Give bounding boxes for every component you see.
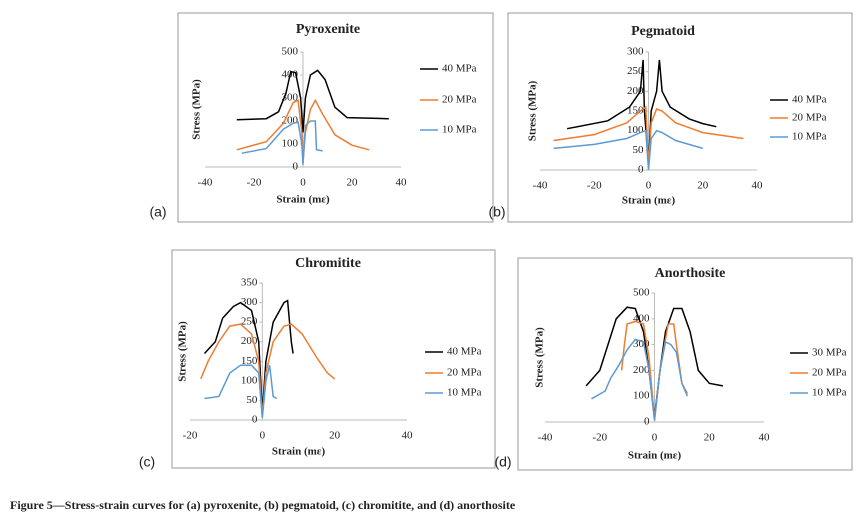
x-tick-label: -20 bbox=[247, 177, 262, 189]
y-axis-label: Stress (MPa) bbox=[191, 79, 203, 140]
panel-label: (c) bbox=[139, 454, 155, 470]
y-tick-label: 500 bbox=[282, 46, 299, 58]
x-tick-label: 40 bbox=[396, 177, 408, 189]
y-axis-label: Stress (MPa) bbox=[177, 321, 189, 382]
x-axis-label: Strain (mε) bbox=[628, 450, 682, 462]
panel-border bbox=[177, 12, 494, 223]
panel-border bbox=[171, 249, 496, 469]
chart-title: Chromitite bbox=[295, 256, 361, 271]
legend-label: 40 MPa bbox=[447, 346, 482, 358]
series-line bbox=[236, 69, 389, 133]
panel-border bbox=[507, 12, 853, 223]
y-axis-label: Stress (MPa) bbox=[534, 327, 546, 388]
y-axis-label: Stress (MPa) bbox=[527, 80, 539, 141]
x-tick-label: -20 bbox=[587, 180, 602, 192]
y-tick-label: 150 bbox=[627, 105, 644, 117]
y-tick-label: 300 bbox=[241, 296, 258, 308]
series-line bbox=[553, 105, 744, 167]
x-tick-label: 40 bbox=[402, 430, 414, 442]
x-tick-label: 0 bbox=[300, 177, 306, 189]
chart-title: Anorthosite bbox=[655, 266, 726, 281]
x-tick-label: 20 bbox=[329, 430, 341, 442]
legend-label: 10 MPa bbox=[812, 387, 847, 399]
series-line bbox=[553, 129, 704, 171]
series-line bbox=[241, 120, 323, 165]
series-line bbox=[566, 59, 717, 163]
panel-label: (d) bbox=[494, 454, 511, 470]
caption: Figure 5—Stress-strain curves for (a) py… bbox=[10, 498, 516, 512]
legend-label: 10 MPa bbox=[792, 131, 827, 143]
x-tick-label: -40 bbox=[533, 180, 548, 192]
panel-label: (b) bbox=[488, 204, 505, 220]
y-tick-label: 200 bbox=[627, 85, 644, 97]
y-tick-label: 400 bbox=[633, 312, 650, 324]
x-axis-label: Strain (mε) bbox=[276, 194, 330, 206]
y-tick-label: 150 bbox=[241, 355, 258, 367]
y-tick-label: 100 bbox=[241, 374, 258, 386]
x-tick-label: 20 bbox=[697, 180, 709, 192]
panel-label: (a) bbox=[149, 204, 166, 220]
y-tick-label: 0 bbox=[252, 414, 258, 426]
y-tick-label: 100 bbox=[282, 138, 299, 150]
y-tick-label: 100 bbox=[633, 390, 650, 402]
legend-label: 20 MPa bbox=[812, 367, 847, 379]
legend-label: 20 MPa bbox=[447, 367, 482, 379]
legend-label: 30 MPa bbox=[812, 347, 847, 359]
x-tick-label: -20 bbox=[592, 432, 607, 444]
y-tick-label: 50 bbox=[633, 144, 645, 156]
legend-label: 10 MPa bbox=[442, 124, 477, 136]
x-tick-label: 0 bbox=[652, 432, 658, 444]
y-tick-label: 350 bbox=[241, 277, 258, 289]
y-tick-label: 200 bbox=[633, 364, 650, 376]
y-tick-label: 0 bbox=[644, 416, 650, 428]
x-tick-label: 40 bbox=[759, 432, 771, 444]
y-tick-label: 50 bbox=[246, 394, 258, 406]
y-tick-label: 0 bbox=[293, 161, 299, 173]
x-axis-label: Strain (mε) bbox=[272, 446, 326, 458]
x-tick-label: 20 bbox=[347, 177, 359, 189]
legend-label: 40 MPa bbox=[792, 94, 827, 106]
legend-label: 20 MPa bbox=[442, 94, 477, 106]
x-tick-label: 40 bbox=[752, 180, 764, 192]
x-tick-label: 0 bbox=[646, 180, 652, 192]
series-line bbox=[204, 364, 278, 419]
series-line bbox=[203, 299, 294, 413]
x-tick-label: -40 bbox=[538, 432, 553, 444]
y-tick-label: 250 bbox=[627, 65, 644, 77]
series-line bbox=[591, 338, 689, 421]
x-tick-label: -40 bbox=[198, 177, 213, 189]
y-tick-label: 300 bbox=[627, 46, 644, 58]
panel-border bbox=[517, 257, 853, 471]
legend-label: 10 MPa bbox=[447, 387, 482, 399]
chart-title: Pegmatoid bbox=[631, 24, 695, 39]
y-tick-label: 500 bbox=[633, 287, 650, 299]
y-tick-label: 0 bbox=[638, 164, 644, 176]
legend-label: 40 MPa bbox=[442, 63, 477, 75]
legend-label: 20 MPa bbox=[792, 112, 827, 124]
x-tick-label: -20 bbox=[183, 430, 198, 442]
x-tick-label: 0 bbox=[260, 430, 266, 442]
chart-title: Pyroxenite bbox=[296, 22, 360, 37]
x-axis-label: Strain (mε) bbox=[622, 195, 676, 207]
x-tick-label: 20 bbox=[704, 432, 716, 444]
